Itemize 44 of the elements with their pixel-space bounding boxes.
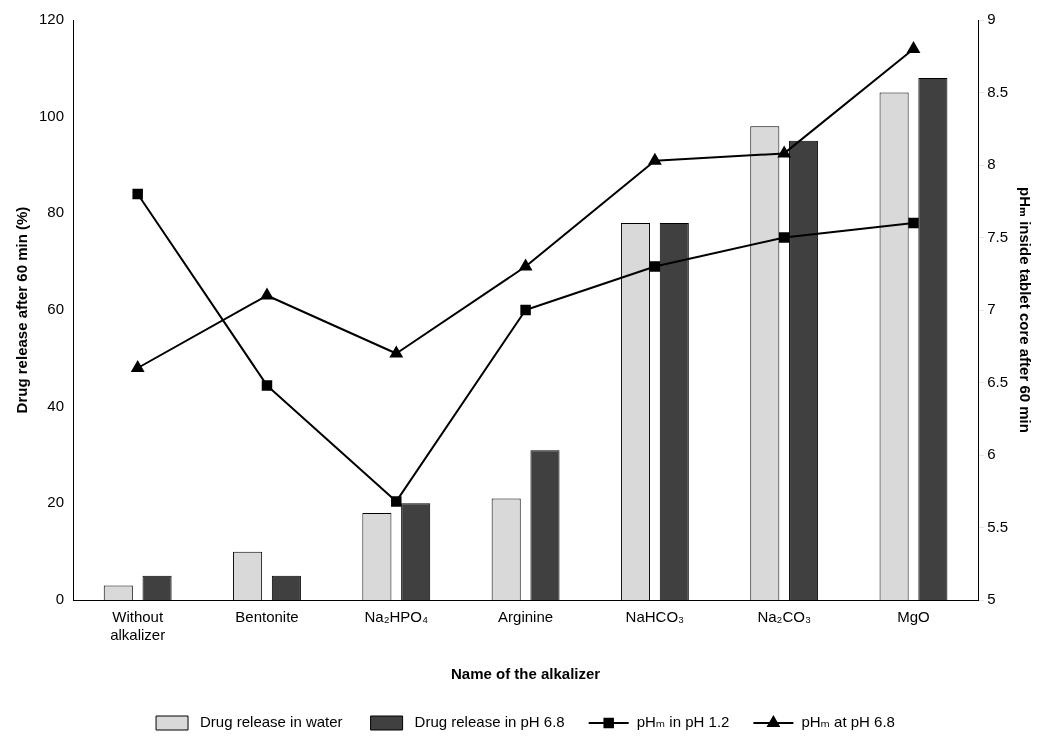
point (778, 232, 790, 243)
y2-tick-label: 7 (987, 300, 996, 318)
point (260, 288, 274, 300)
y-tick-label: 100 (39, 106, 65, 124)
x-axis-title: Name of the alkalizer (450, 665, 601, 683)
point (778, 146, 791, 158)
legend-label: Drug release in water (200, 713, 343, 731)
y-tick-label: 20 (47, 493, 65, 511)
point (648, 153, 662, 165)
y2-tick-label: 6 (987, 445, 996, 463)
y-tick-label: 80 (47, 203, 65, 221)
x-tick-label: Na₂HPO₄ (364, 608, 429, 626)
point (390, 346, 403, 358)
point (907, 42, 920, 53)
point (649, 261, 661, 272)
y-axis-title: Drug release after 60 min (%) (13, 206, 31, 414)
x-tick-label: Arginine (498, 608, 554, 626)
y-tick-label: 60 (47, 300, 65, 318)
y2-axis-title: pHₘ inside tablet core after 60 min (1016, 187, 1034, 433)
legend-label: pHₘ at pH 6.8 (801, 713, 895, 731)
x-tick-label: Bentonite (235, 608, 299, 626)
point (132, 188, 143, 200)
legend-label: pHₘ in pH 1.2 (636, 713, 730, 731)
y2-tick-label: 7.5 (987, 227, 1009, 245)
point (261, 380, 273, 391)
point (391, 496, 402, 507)
y2-tick-label: 8.5 (987, 82, 1009, 100)
y2-tick-label: 8 (987, 155, 996, 173)
legend-label: Drug release in pH 6.8 (414, 713, 565, 731)
point (131, 361, 144, 372)
y2-tick-label: 9 (987, 10, 996, 28)
point (520, 304, 531, 316)
y2-tick-label: 6.5 (987, 372, 1009, 390)
x-tick-label: Without alkalizer (110, 608, 166, 644)
y2-tick-label: 5 (987, 590, 996, 608)
point (519, 259, 532, 271)
y-tick-label: 40 (47, 396, 65, 414)
x-tick-label: Na₂CO₃ (757, 608, 811, 626)
y-tick-label: 0 (55, 590, 65, 608)
y-tick-label: 120 (39, 10, 65, 28)
x-tick-label: NaHCO₃ (625, 608, 685, 626)
y2-tick-label: 5.5 (987, 517, 1009, 535)
x-tick-label: MgO (897, 608, 930, 626)
point (908, 217, 919, 229)
